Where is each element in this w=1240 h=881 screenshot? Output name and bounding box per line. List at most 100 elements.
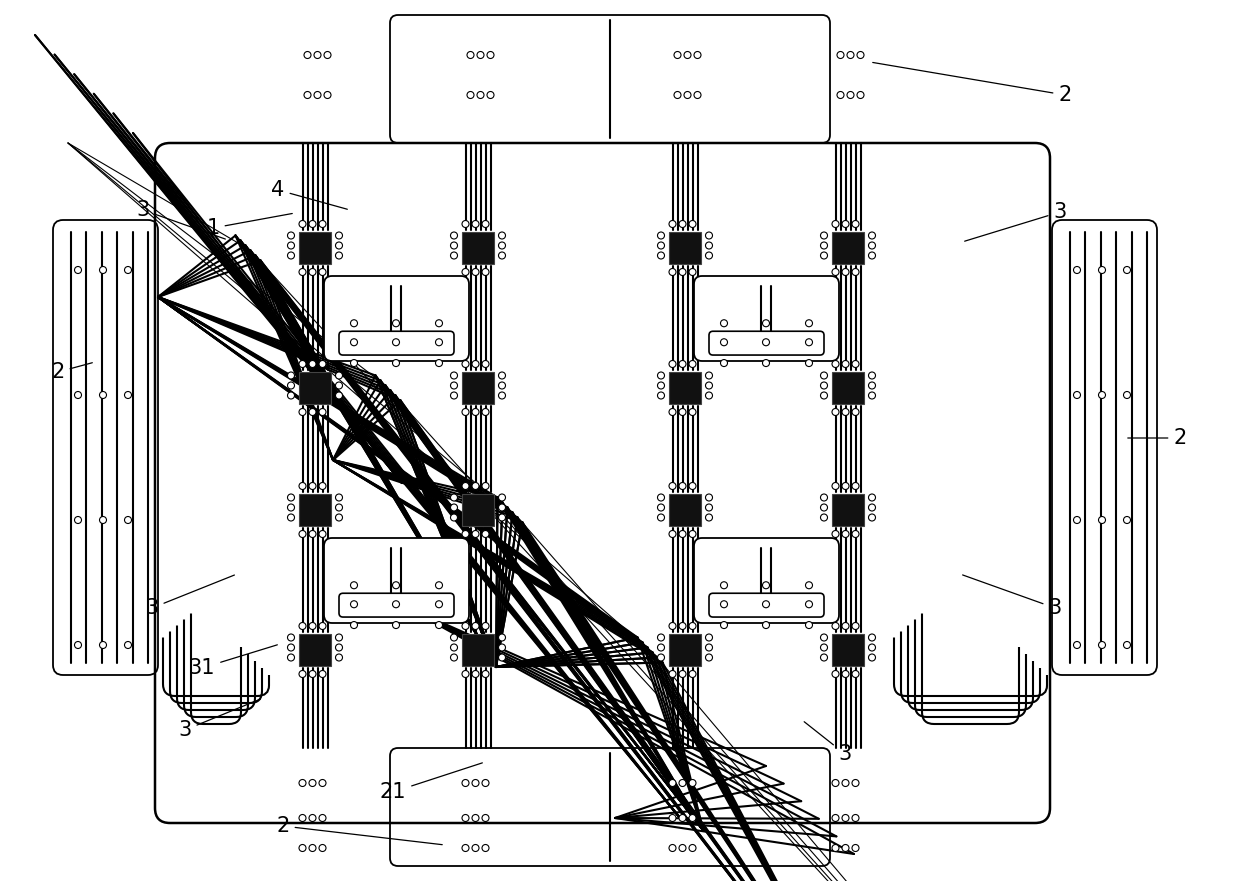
Circle shape [1074,641,1080,648]
Circle shape [670,409,676,416]
Circle shape [842,815,849,821]
Circle shape [706,514,713,521]
Circle shape [393,581,399,589]
Circle shape [1123,641,1131,648]
Circle shape [450,232,458,239]
Circle shape [806,339,812,345]
Circle shape [842,483,849,490]
Circle shape [435,359,443,366]
FancyBboxPatch shape [324,538,469,623]
Circle shape [657,634,665,641]
Circle shape [299,269,306,276]
Circle shape [657,654,665,661]
Circle shape [288,504,295,511]
Circle shape [670,269,676,276]
Circle shape [821,634,827,641]
Circle shape [319,483,326,490]
Circle shape [309,670,316,677]
Circle shape [482,623,489,630]
Circle shape [680,483,686,490]
FancyBboxPatch shape [694,276,839,361]
Circle shape [482,530,489,537]
Circle shape [806,601,812,608]
Circle shape [351,339,357,345]
Circle shape [689,623,696,630]
Circle shape [837,51,844,58]
Circle shape [821,252,827,259]
Circle shape [657,504,665,511]
Circle shape [821,514,827,521]
Circle shape [299,483,306,490]
Text: 3: 3 [965,202,1066,241]
Circle shape [74,641,82,648]
Circle shape [482,845,489,852]
Circle shape [74,266,82,273]
Circle shape [842,780,849,787]
Circle shape [450,372,458,379]
Circle shape [706,252,713,259]
Circle shape [684,92,691,99]
Circle shape [706,382,713,389]
Circle shape [868,634,875,641]
Bar [299,494,331,526]
Circle shape [309,780,316,787]
Circle shape [393,601,399,608]
Circle shape [852,530,859,537]
Circle shape [482,670,489,677]
Circle shape [657,392,665,399]
Circle shape [393,339,399,345]
Circle shape [857,92,864,99]
Circle shape [472,220,479,227]
Circle shape [482,360,489,367]
Text: 2: 2 [1127,428,1187,448]
Circle shape [670,670,676,677]
Circle shape [482,409,489,416]
Circle shape [868,654,875,661]
Circle shape [435,320,443,327]
Bar [670,494,701,526]
Circle shape [487,51,494,58]
Circle shape [450,514,458,521]
Circle shape [806,622,812,628]
Circle shape [472,409,479,416]
Circle shape [304,51,311,58]
Circle shape [1074,266,1080,273]
Circle shape [336,382,342,389]
Circle shape [299,409,306,416]
Bar [670,372,701,404]
Circle shape [463,483,469,490]
Circle shape [472,269,479,276]
Circle shape [124,391,131,398]
Text: 1: 1 [206,213,293,238]
Circle shape [450,494,458,501]
Circle shape [351,581,357,589]
Circle shape [720,320,728,327]
Circle shape [288,232,295,239]
Circle shape [336,232,342,239]
Circle shape [680,670,686,677]
Circle shape [1099,391,1106,398]
Circle shape [99,641,107,648]
Circle shape [847,92,854,99]
Circle shape [832,483,839,490]
Circle shape [299,220,306,227]
Circle shape [498,504,506,511]
Circle shape [706,494,713,501]
Circle shape [670,815,676,821]
Circle shape [852,780,859,787]
Circle shape [498,242,506,249]
Circle shape [472,670,479,677]
Circle shape [763,359,770,366]
Bar [463,494,494,526]
Circle shape [842,623,849,630]
Bar [299,232,331,264]
Text: 21: 21 [379,763,482,802]
Circle shape [852,845,859,852]
Circle shape [498,252,506,259]
Circle shape [657,514,665,521]
Circle shape [675,92,681,99]
Circle shape [319,269,326,276]
Circle shape [720,601,728,608]
Circle shape [706,372,713,379]
Circle shape [336,644,342,651]
